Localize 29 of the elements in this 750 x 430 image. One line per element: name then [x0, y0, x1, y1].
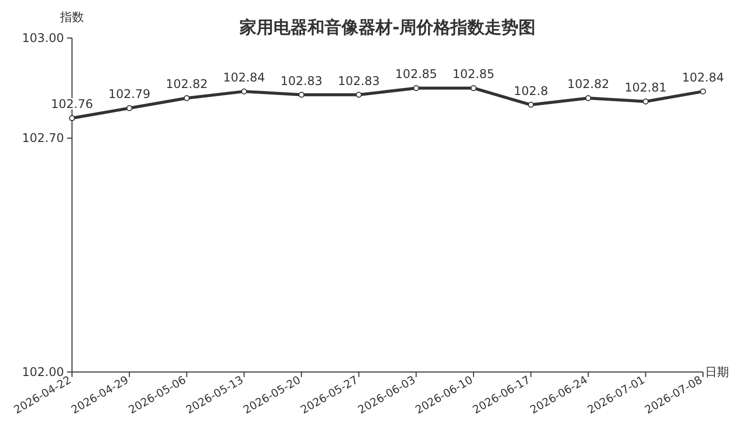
- point: [298, 92, 304, 98]
- x-axis-title: 日期: [705, 365, 729, 379]
- point: [241, 88, 248, 94]
- point: [585, 95, 592, 102]
- data-label: 102.8: [514, 84, 548, 98]
- point: [642, 98, 649, 104]
- data-label: 102.84: [223, 70, 266, 84]
- data-label: 102.81: [624, 80, 667, 94]
- data-label: 102.85: [452, 67, 495, 82]
- data-label: 102.83: [338, 74, 380, 88]
- y-axis-title: 指数: [59, 10, 84, 24]
- point: [528, 102, 534, 108]
- y-tick-label: 102.70: [22, 131, 64, 146]
- point: [184, 95, 190, 102]
- data-label: 102.83: [280, 74, 322, 88]
- point: [700, 88, 706, 94]
- point: [470, 85, 477, 92]
- point: [69, 115, 75, 122]
- point: [356, 92, 362, 98]
- data-label: 102.84: [682, 70, 724, 84]
- y-tick-label: 102.00: [22, 365, 64, 379]
- data-label: 102.82: [166, 77, 208, 92]
- data-label: 102.82: [567, 77, 610, 92]
- point: [413, 85, 420, 92]
- point: [126, 105, 132, 112]
- y-tick-label: 103.00: [22, 31, 64, 45]
- data-label: 102.79: [108, 87, 150, 102]
- chart-title: 家用电器和音像器材-周价格指数走势图: [238, 18, 536, 38]
- data-label: 102.85: [395, 67, 438, 82]
